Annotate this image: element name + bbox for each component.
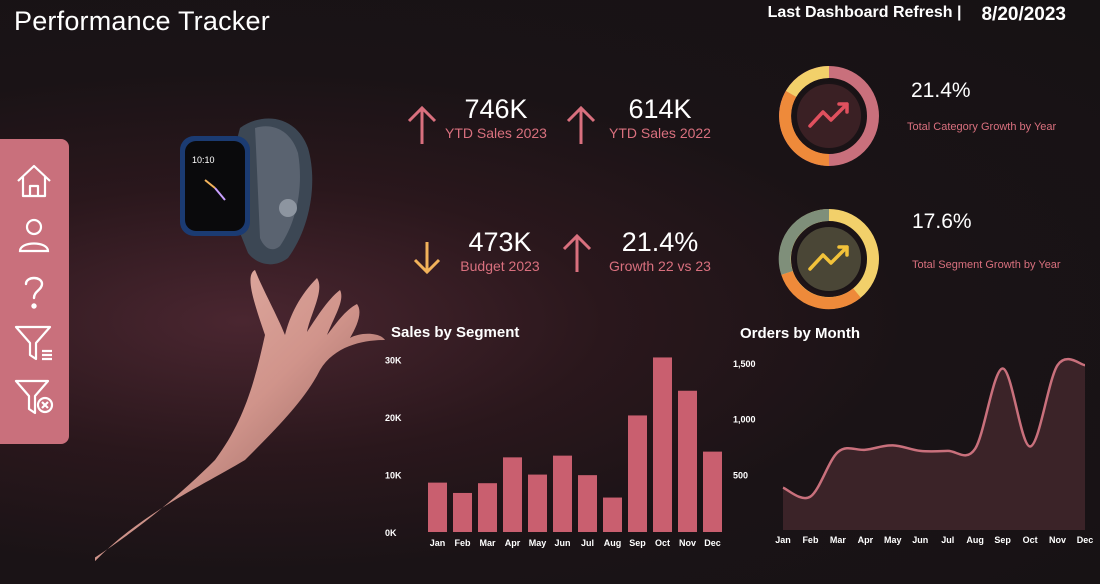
bar-nov[interactable]: [678, 390, 697, 532]
y-tick-label: 30K: [385, 356, 402, 366]
category-growth-label: Total Category Growth by Year: [907, 121, 1057, 133]
kpi-label: YTD Sales 2022: [609, 125, 711, 141]
y-tick-label: 1,000: [733, 415, 756, 425]
segment-growth-label: Total Segment Growth by Year: [912, 259, 1061, 271]
bar-mar[interactable]: [478, 483, 497, 532]
x-tick-label: Mar: [479, 538, 496, 548]
bar-jun[interactable]: [553, 455, 572, 532]
y-tick-label: 10K: [385, 471, 402, 481]
trend-up-icon: [566, 105, 596, 144]
watch-illustration: 10:10: [180, 118, 313, 265]
trend-up-icon: [562, 233, 592, 272]
x-tick-label: Jul: [581, 538, 594, 548]
orders-area: [783, 359, 1085, 530]
bar-may[interactable]: [528, 474, 547, 532]
y-tick-label: 500: [733, 470, 748, 480]
refresh-date: 8/20/2023: [981, 4, 1066, 25]
orders-line[interactable]: [782, 357, 1086, 500]
bar-jul[interactable]: [578, 475, 597, 532]
kpi-value: 473K: [468, 227, 532, 257]
trend-chart-icon: [808, 102, 849, 128]
x-tick-label: May: [529, 538, 547, 548]
orders-chart-title: Orders by Month: [740, 325, 861, 342]
x-tick-label: Sep: [629, 538, 646, 548]
kpi-label: YTD Sales 2023: [445, 125, 547, 141]
x-tick-label: Aug: [966, 535, 984, 545]
x-tick-label: Jan: [430, 538, 446, 548]
x-tick-label: Jun: [554, 538, 570, 548]
svg-text:10:10: 10:10: [192, 155, 215, 165]
refresh-label: Last Dashboard Refresh |: [767, 4, 962, 21]
x-tick-label: Jul: [941, 535, 954, 545]
x-tick-label: Apr: [505, 538, 521, 548]
kpi-budget-2023: 473K Budget 2023: [440, 227, 560, 275]
y-tick-label: 1,500: [733, 359, 756, 369]
kpi-ytd-sales-2023: 746K YTD Sales 2023: [436, 94, 556, 142]
x-tick-label: Dec: [1077, 535, 1094, 545]
user-icon[interactable]: [14, 215, 54, 255]
kpi-label: Growth 22 vs 23: [609, 258, 711, 274]
kpi-ytd-sales-2022: 614K YTD Sales 2022: [600, 94, 720, 142]
x-tick-label: Nov: [679, 538, 696, 548]
x-tick-label: Sep: [994, 535, 1011, 545]
x-tick-label: Aug: [604, 538, 622, 548]
bar-sep[interactable]: [628, 415, 647, 532]
segment-growth-value: 17.6%: [912, 210, 972, 233]
bar-oct[interactable]: [653, 357, 672, 532]
kpi-label: Budget 2023: [460, 258, 540, 274]
x-tick-label: Feb: [802, 535, 819, 545]
bar-jan[interactable]: [428, 482, 447, 532]
x-tick-label: Apr: [858, 535, 874, 545]
clear-filter-icon[interactable]: [14, 377, 54, 417]
home-icon[interactable]: [14, 161, 54, 201]
help-icon[interactable]: [14, 272, 54, 312]
orders-by-month-chart: 500 1,000 1,500 Jan Feb Mar Apr May Jun Jul Aug Sep…: [733, 357, 1094, 545]
y-tick-label: 20K: [385, 413, 402, 423]
kpi-growth: 21.4% Growth 22 vs 23: [600, 227, 720, 275]
sales-by-segment-chart: 0K 10K 20K 30K Jan Feb Mar Apr May Jun Jul Aug Sep Oc…: [385, 356, 722, 548]
segment-growth-donut: [778, 208, 879, 310]
kpi-value: 746K: [464, 94, 528, 124]
page-title: Performance Tracker: [14, 6, 270, 36]
sidebar: [0, 139, 69, 444]
kpi-value: 21.4%: [621, 227, 699, 257]
x-tick-label: Dec: [704, 538, 721, 548]
x-tick-label: Mar: [830, 535, 847, 545]
x-tick-label: Jan: [775, 535, 791, 545]
bar-feb[interactable]: [453, 492, 472, 532]
hand-illustration: [95, 270, 385, 562]
trend-up-icon: [407, 105, 437, 144]
x-tick-label: Feb: [454, 538, 471, 548]
x-tick-label: May: [884, 535, 902, 545]
refresh-info: Last Dashboard Refresh | 8/20/2023: [768, 4, 1066, 26]
trend-down-icon: [413, 242, 441, 275]
category-growth-value: 21.4%: [911, 79, 971, 102]
kpi-value: 614K: [628, 94, 692, 124]
x-tick-label: Nov: [1049, 535, 1066, 545]
sales-chart-title: Sales by Segment: [391, 324, 520, 341]
bar-dec[interactable]: [703, 451, 722, 532]
x-tick-label: Oct: [655, 538, 670, 548]
filter-icon[interactable]: [14, 323, 54, 363]
bar-apr[interactable]: [503, 457, 522, 532]
x-tick-label: Jun: [912, 535, 928, 545]
trend-chart-icon: [808, 245, 849, 271]
y-tick-label: 0K: [385, 528, 397, 538]
category-growth-donut: [779, 66, 879, 166]
x-tick-label: Oct: [1023, 535, 1038, 545]
bar-aug[interactable]: [603, 497, 622, 532]
